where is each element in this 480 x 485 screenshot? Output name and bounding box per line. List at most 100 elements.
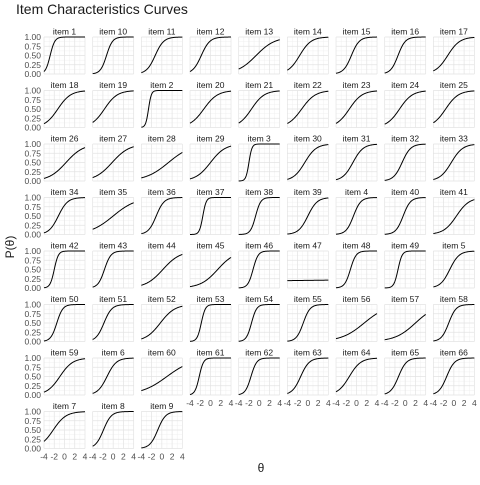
y-tick-label: 0.75	[24, 416, 41, 426]
y-tick-label: 1.00	[24, 86, 41, 96]
facet-label: item 27	[99, 134, 127, 144]
x-tick-label: 2	[72, 452, 77, 462]
facet-panel: item 47	[287, 241, 328, 289]
facet-panel: item 43	[93, 241, 134, 289]
facet-panel: item 31	[336, 134, 377, 182]
y-tick-label: 1.00	[24, 246, 41, 256]
y-tick-label: 0.75	[24, 309, 41, 319]
y-tick-label: 0.50	[24, 372, 41, 382]
facet-panel: item 12	[190, 27, 231, 75]
facet-label: item 20	[197, 80, 225, 90]
facet-label: item 24	[391, 80, 419, 90]
facet-panel: item 54	[239, 294, 280, 342]
x-tick-label: 0	[403, 398, 408, 408]
facet-panel: item 48	[336, 241, 377, 289]
x-tick-label: 4	[229, 398, 234, 408]
facet-panel: item 49	[385, 241, 426, 289]
facet-panel: item 340.000.250.500.751.00	[24, 187, 85, 240]
y-tick-label: 0.75	[24, 255, 41, 265]
x-tick-label: 4	[472, 398, 477, 408]
facet-panel: item 58	[433, 294, 474, 342]
facet-panel: item 29	[190, 134, 231, 182]
y-tick-label: 0.75	[24, 95, 41, 105]
facet-label: item 57	[391, 294, 419, 304]
y-tick-label: 1.00	[24, 407, 41, 417]
x-tick-label: -2	[294, 398, 302, 408]
x-tick-label: -4	[235, 398, 243, 408]
facet-label: item 23	[343, 80, 371, 90]
facet-panel: item 3	[239, 134, 280, 182]
y-tick-label: 1.00	[24, 193, 41, 203]
x-tick-label: 2	[218, 398, 223, 408]
facet-label: item 28	[148, 134, 176, 144]
facet-label: item 60	[148, 348, 176, 358]
facet-label: item 5	[442, 241, 465, 251]
y-tick-label: 0.25	[24, 381, 41, 391]
facet-label: item 26	[51, 134, 79, 144]
facet-label: item 13	[245, 27, 273, 37]
facet-label: item 8	[102, 401, 125, 411]
facet-label: item 29	[197, 134, 225, 144]
x-tick-label: 2	[413, 398, 418, 408]
x-tick-label: -4	[430, 398, 438, 408]
facet-label: item 19	[99, 80, 127, 90]
facet-label: item 56	[343, 294, 371, 304]
y-tick-label: 0.00	[24, 123, 41, 133]
x-tick-label: -4	[381, 398, 389, 408]
x-tick-label: 0	[62, 452, 67, 462]
y-tick-label: 0.75	[24, 148, 41, 158]
facet-label: item 63	[294, 348, 322, 358]
facet-label: item 51	[99, 294, 127, 304]
facet-label: item 53	[197, 294, 225, 304]
facet-panel: item 28	[141, 134, 182, 182]
facet-panel: item 51	[93, 294, 134, 342]
facet-panel: item 38	[239, 187, 280, 235]
y-tick-label: 0.25	[24, 327, 41, 337]
x-tick-label: 4	[277, 398, 282, 408]
y-tick-label: 1.00	[24, 32, 41, 42]
x-tick-label: -4	[40, 452, 48, 462]
facet-panel: item 23	[336, 80, 377, 128]
facet-label: item 34	[51, 187, 79, 197]
facet-label: item 64	[343, 348, 371, 358]
facet-panel: item 6	[93, 348, 134, 396]
facet-label: item 39	[294, 187, 322, 197]
y-tick-label: 0.25	[24, 220, 41, 230]
x-tick-label: -4	[138, 452, 146, 462]
facet-label: item 18	[51, 80, 79, 90]
y-tick-label: 0.00	[24, 390, 41, 400]
facet-panel: item 20	[190, 80, 231, 128]
facet-label: item 3	[248, 134, 271, 144]
facet-panel: item 30	[287, 134, 328, 182]
facet-panel: item 44	[141, 241, 182, 289]
x-tick-label: 4	[326, 398, 331, 408]
y-axis-label: P(θ)	[3, 236, 17, 259]
facet-label: item 10	[99, 27, 127, 37]
facet-label: item 49	[391, 241, 419, 251]
x-tick-label: 4	[83, 452, 88, 462]
y-tick-label: 0.50	[24, 425, 41, 435]
facet-panel: item 16	[385, 27, 426, 75]
x-tick-label: 2	[121, 452, 126, 462]
facet-label: item 2	[150, 80, 173, 90]
x-tick-label: 0	[305, 398, 310, 408]
facet-label: item 44	[148, 241, 176, 251]
facet-panel: item 500.000.250.500.751.00	[24, 294, 85, 347]
facet-panel: item 180.000.250.500.751.00	[24, 80, 85, 133]
x-tick-label: -2	[148, 452, 156, 462]
facet-panel: item 590.000.250.500.751.00	[24, 348, 85, 401]
x-tick-label: 2	[267, 398, 272, 408]
facet-label: item 48	[343, 241, 371, 251]
facet-panel: item 33	[433, 134, 474, 182]
x-tick-label: -2	[196, 398, 204, 408]
y-tick-label: 0.75	[24, 41, 41, 51]
facet-label: item 45	[197, 241, 225, 251]
facet-label: item 46	[245, 241, 273, 251]
